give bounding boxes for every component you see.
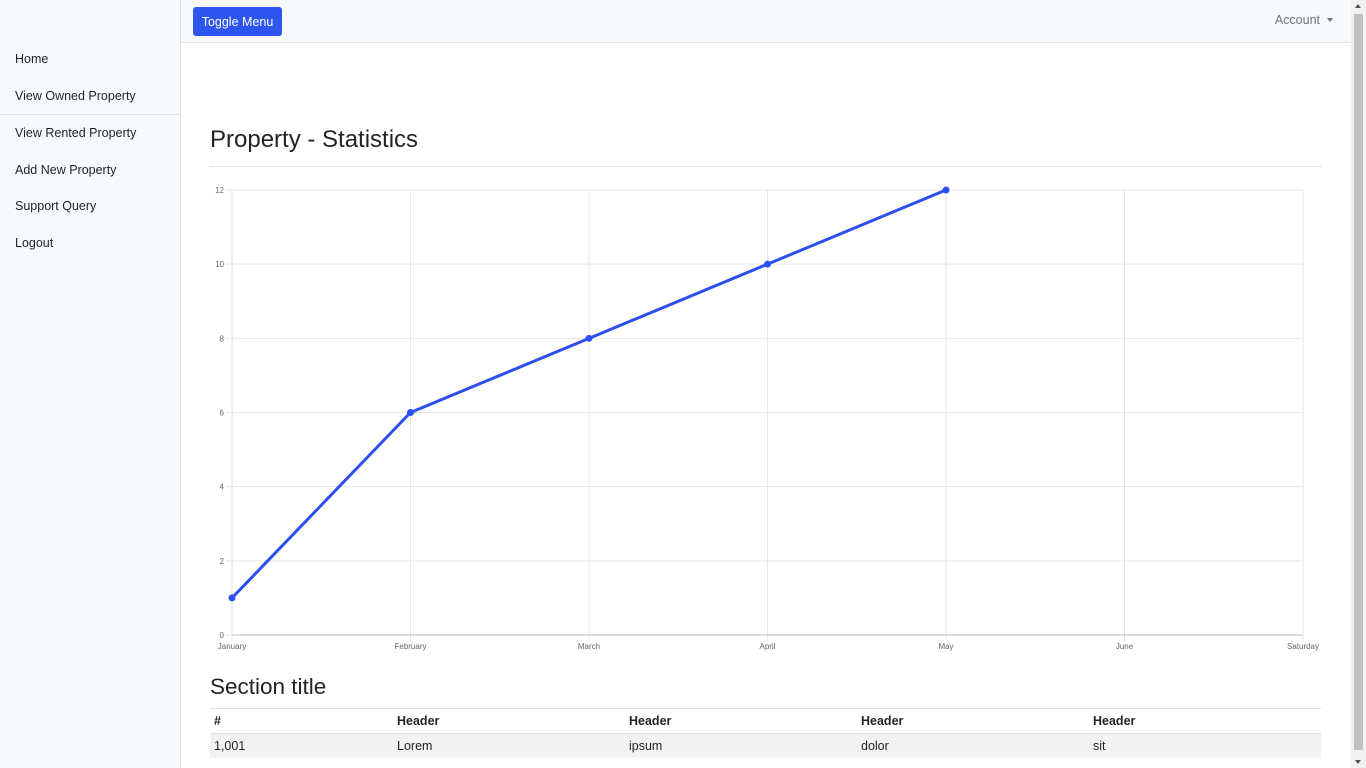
y-tick-label: 10 [215, 260, 224, 269]
page-title: Property - Statistics [210, 126, 419, 153]
scroll-thumb[interactable] [1354, 14, 1363, 750]
table-header-cell: Header [393, 708, 625, 734]
data-point [942, 186, 950, 194]
caret-down-icon [1327, 18, 1333, 22]
account-label: Account [1274, 13, 1320, 27]
x-tick-label: January [218, 642, 246, 651]
sidebar-item-view-rented-property[interactable]: View Rented Property [15, 126, 137, 140]
table-cell: sit [1089, 733, 1321, 758]
sidebar-item-support-query[interactable]: Support Query [15, 199, 97, 213]
title-divider [210, 166, 1322, 167]
x-tick-label: April [759, 642, 775, 651]
table-cell: Lorem [393, 733, 625, 758]
y-tick-label: 6 [220, 409, 225, 418]
x-tick-label: February [394, 642, 426, 651]
scroll-down-arrow-icon[interactable] [1355, 760, 1361, 764]
y-tick-label: 2 [220, 557, 225, 566]
sidebar-item-logout[interactable]: Logout [15, 235, 54, 250]
table-header-row: # Header Header Header Header [210, 708, 1321, 734]
scroll-up-arrow-icon[interactable] [1355, 4, 1361, 8]
y-tick-label: 12 [215, 186, 224, 195]
sidebar: Home View Owned Property View Rented Pro… [0, 0, 181, 768]
table-header-cell: # [210, 708, 393, 734]
data-point [407, 409, 414, 416]
sidebar-item-home[interactable]: Home [15, 52, 49, 66]
property-statistics-chart: 0 2 4 6 8 10 12 January February March April May Jun… [215, 186, 1319, 651]
y-tick-label: 8 [220, 334, 225, 343]
sidebar-nav: Home View Owned Property View Rented Pro… [0, 41, 180, 261]
x-tick-label: May [938, 642, 953, 651]
account-dropdown[interactable]: Account [1275, 13, 1333, 27]
table-header-cell: Header [625, 708, 857, 734]
top-navbar: Toggle Menu Account [181, 0, 1351, 43]
table-header-cell: Header [857, 708, 1089, 734]
table-cell: dolor [857, 733, 1089, 758]
table-row: 1,001 Lorem ipsum dolor sit [210, 733, 1321, 758]
sidebar-item-add-new-property[interactable]: Add New Property [15, 162, 117, 177]
sidebar-divider [0, 114, 180, 115]
toggle-menu-button[interactable]: Toggle Menu [193, 7, 282, 36]
vertical-scrollbar[interactable] [1351, 0, 1366, 768]
x-tick-label: June [1116, 642, 1134, 651]
data-point [585, 334, 593, 342]
x-tick-label: Saturday [1287, 642, 1319, 651]
y-tick-label: 0 [220, 631, 225, 640]
table-cell: ipsum [625, 733, 857, 758]
data-point [228, 594, 236, 602]
table-header-cell: Header [1089, 708, 1321, 734]
data-point [764, 260, 771, 268]
table-cell: 1,001 [210, 733, 393, 758]
y-tick-label: 4 [220, 483, 225, 492]
x-tick-label: March [578, 642, 600, 651]
data-table: # Header Header Header Header 1,001 Lore… [210, 708, 1321, 758]
section-title: Section title [210, 674, 327, 699]
sidebar-item-view-owned-property[interactable]: View Owned Property [15, 88, 136, 103]
